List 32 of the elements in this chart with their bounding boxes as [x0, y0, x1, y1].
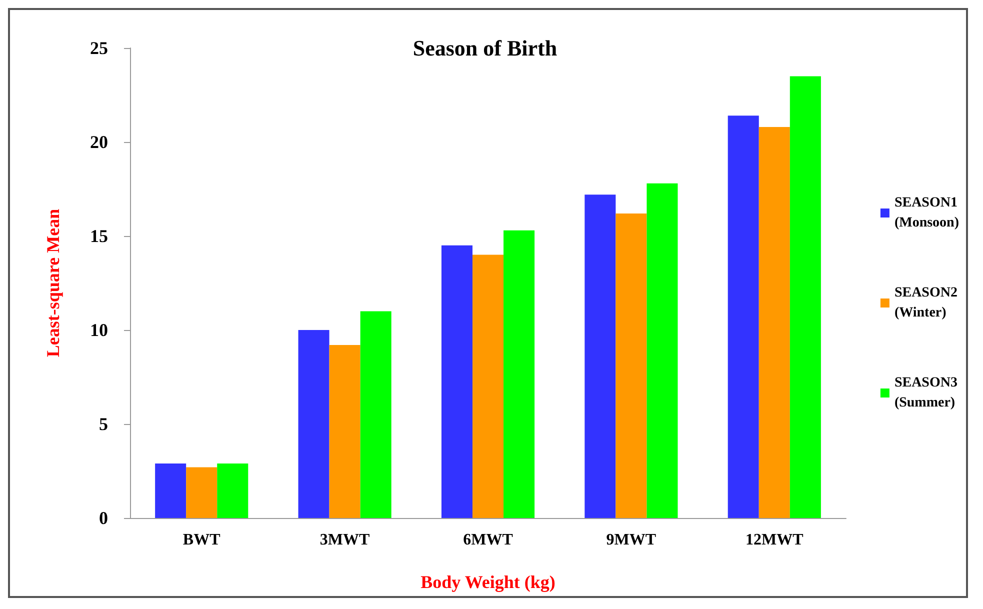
bar — [728, 116, 759, 518]
legend-label: SEASON3 (Summer) — [894, 376, 958, 410]
bar — [758, 126, 790, 518]
bar — [217, 463, 248, 518]
bar — [790, 76, 821, 518]
bar — [616, 213, 647, 518]
x-tick-label: 6MWT — [463, 532, 514, 548]
x-tick-label: BWT — [182, 532, 221, 548]
legend-label: SEASON1 (Monsoon) — [894, 196, 960, 230]
bar — [472, 254, 504, 518]
y-axis-title: Least-square Mean — [43, 208, 63, 358]
x-tick-label: 3MWT — [320, 532, 370, 548]
bar — [646, 183, 678, 518]
bar — [360, 311, 392, 518]
chart-title: Season of Birth — [412, 36, 558, 60]
x-tick-label: 12MWT — [746, 532, 804, 548]
bar — [441, 245, 472, 518]
y-tick-label: 20 — [90, 132, 108, 152]
y-tick-label: 25 — [90, 38, 108, 58]
x-axis-title: Body Weight (kg) — [420, 572, 556, 592]
y-tick-label: 5 — [99, 414, 108, 434]
bar — [298, 330, 330, 518]
y-tick-label: 10 — [90, 320, 108, 340]
x-tick-label: 9MWT — [606, 532, 656, 548]
bar — [329, 345, 360, 518]
bar — [584, 194, 616, 518]
bar — [504, 230, 535, 518]
bar — [155, 463, 186, 518]
y-tick-label: 0 — [99, 508, 108, 528]
y-tick-label: 15 — [90, 226, 108, 246]
legend-label: SEASON2 (Winter) — [894, 286, 958, 320]
bar — [186, 467, 218, 518]
